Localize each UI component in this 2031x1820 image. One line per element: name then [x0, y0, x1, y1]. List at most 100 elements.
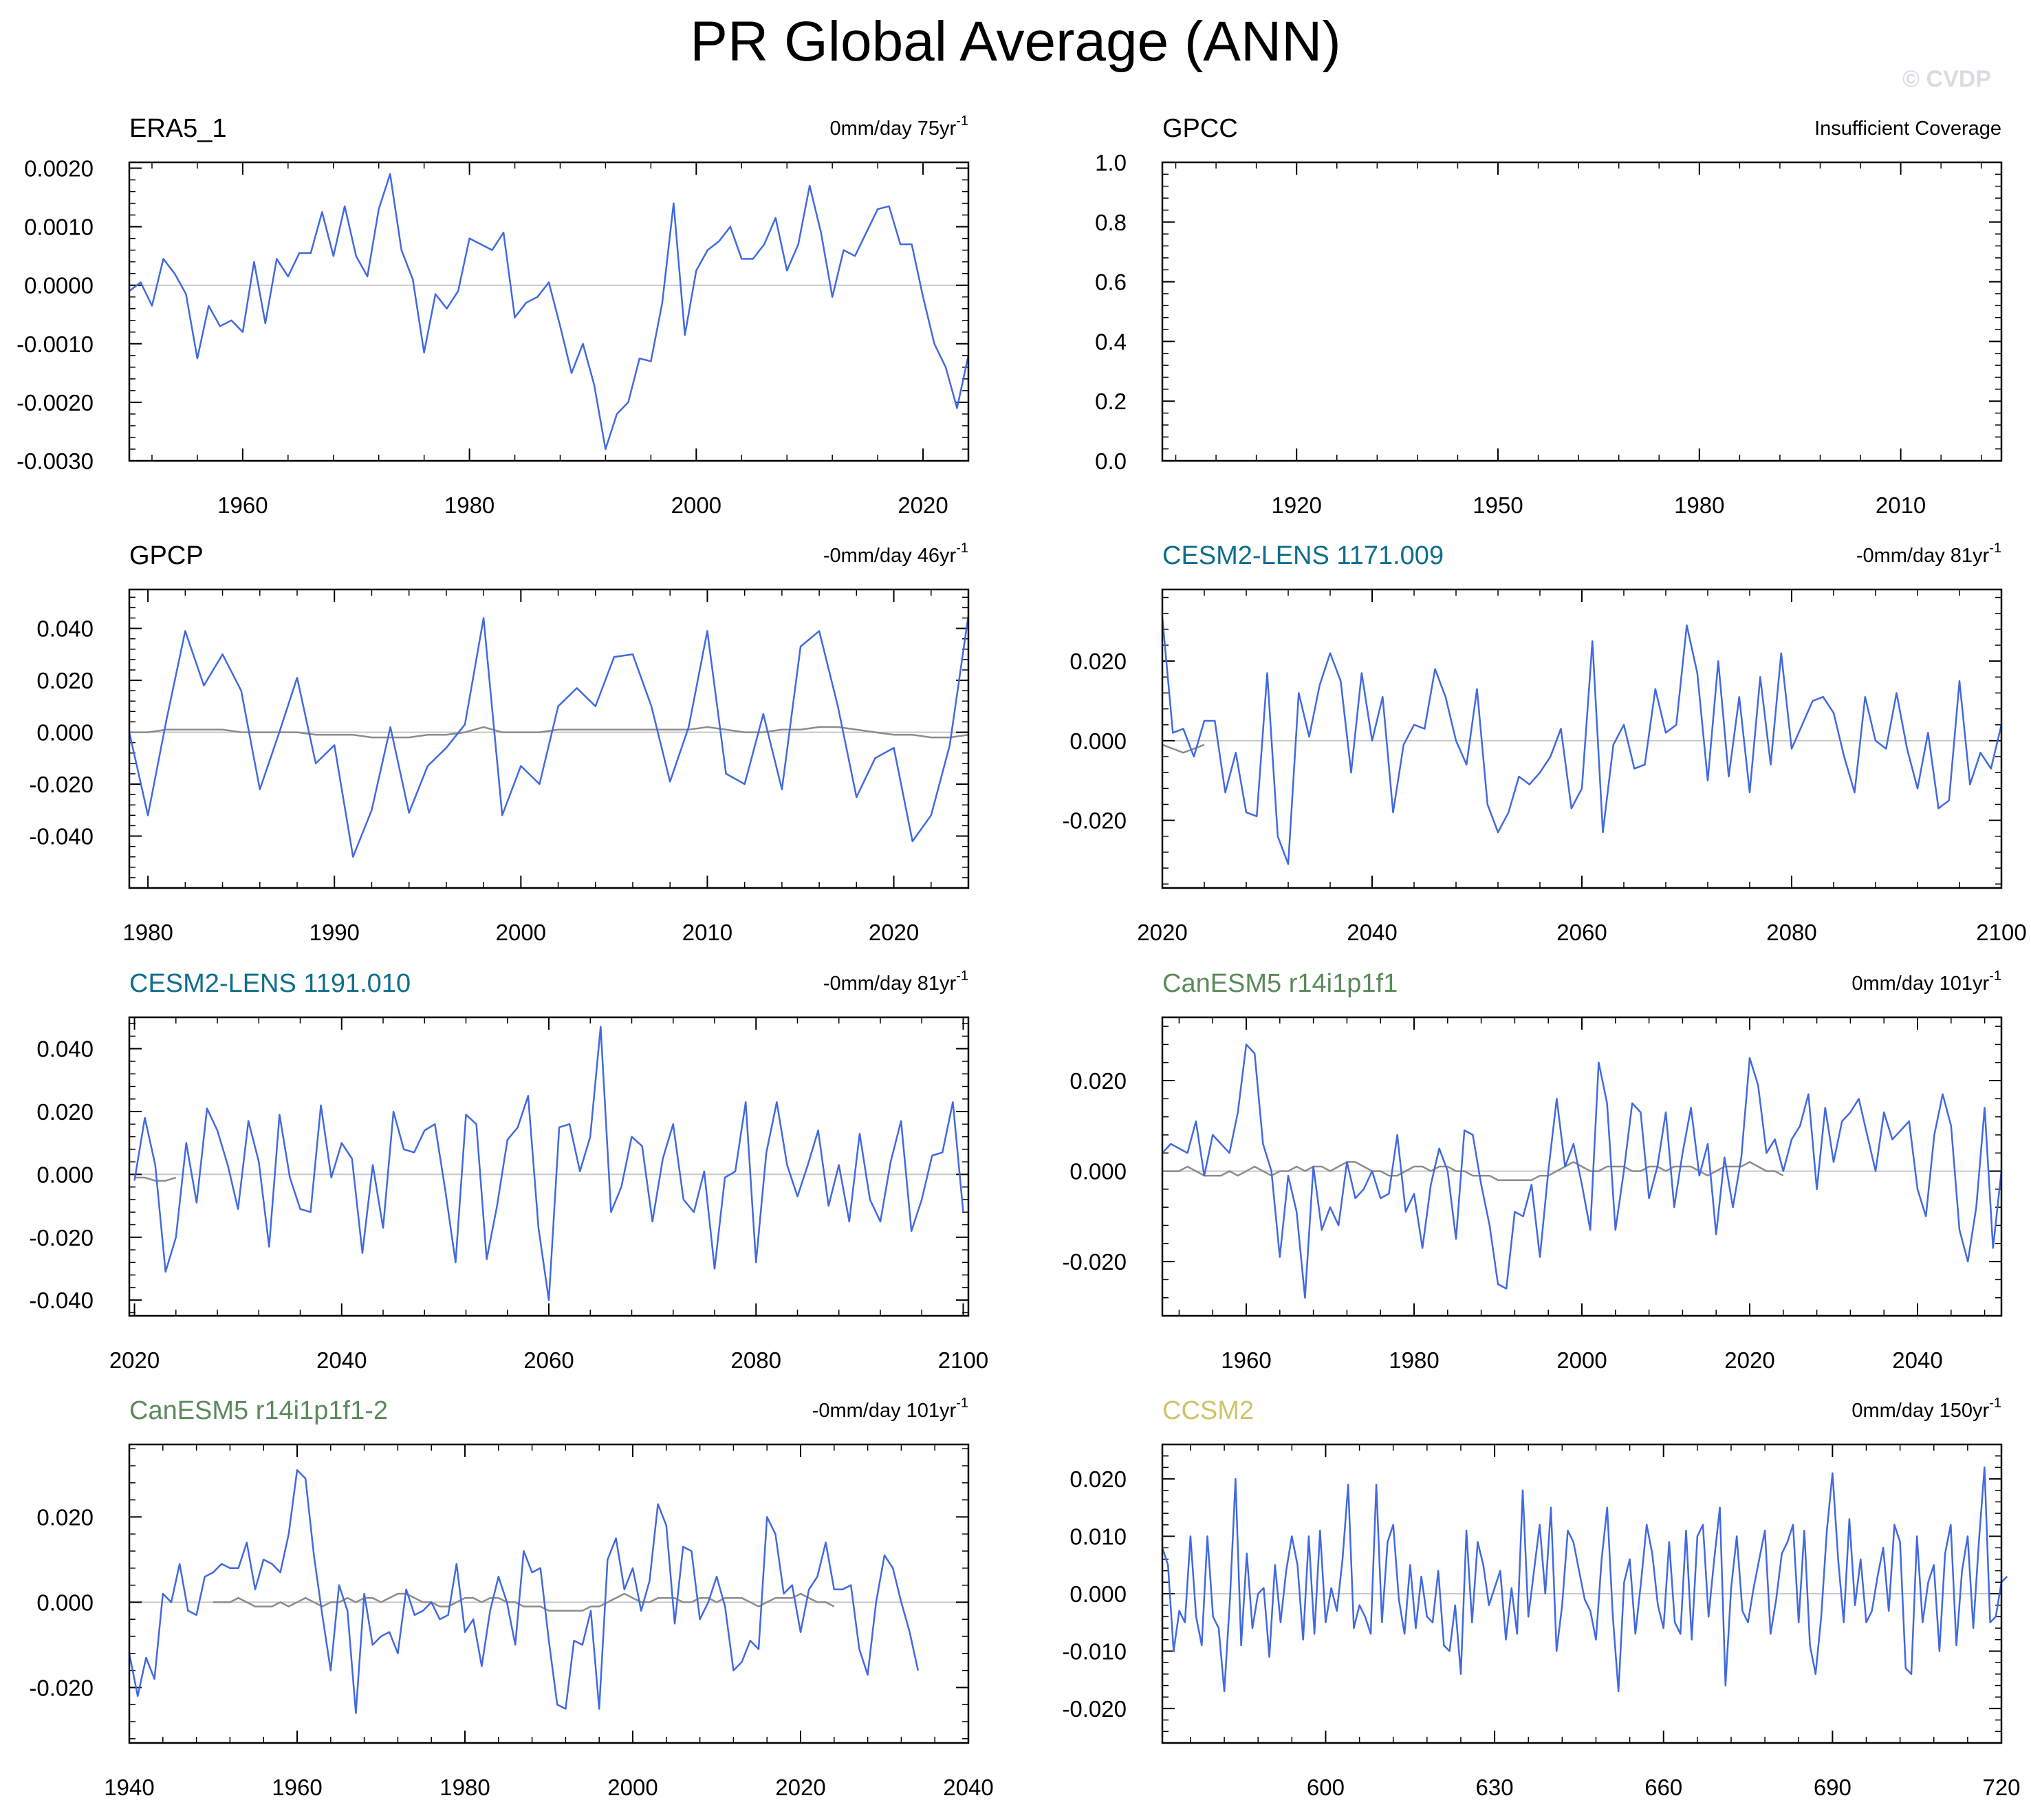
plot-frame — [1161, 161, 2003, 462]
mean-series-line — [1162, 744, 1205, 754]
x-tick-label: 2040 — [1347, 920, 1397, 945]
x-tick-label: 660 — [1644, 1775, 1682, 1800]
page-title: PR Global Average (ANN) — [690, 10, 1341, 73]
trend-exponent: -1 — [1989, 541, 2001, 556]
data-series-line — [1162, 1043, 2003, 1299]
x-tick-label: 1920 — [1271, 492, 1321, 518]
y-tick-label: -0.0010 — [17, 332, 94, 357]
panel-title: CESM2-LENS 1191.010 — [129, 969, 411, 998]
trend-label: -0mm/day 81yr-1 — [823, 968, 968, 995]
y-tick-label: 0.020 — [36, 668, 94, 693]
y-tick-label: -0.040 — [29, 1288, 94, 1313]
y-tick-label: 0.4 — [1095, 329, 1127, 354]
panel-ccsm2: CCSM2 0mm/day 150yr-1 -0.020 -0.010 0.000 0.0… — [1062, 1396, 2020, 1800]
x-tick-label: 2020 — [1724, 1347, 1774, 1373]
data-series-line — [128, 1469, 920, 1714]
x-tick-label: 2010 — [682, 920, 732, 945]
panel-era5: ERA5_1 0mm/day 75yr-1 -0.0030 -0.0020 -0.001… — [17, 113, 970, 518]
panel-title: GPCP — [129, 541, 204, 570]
data-series-line — [128, 615, 970, 858]
x-tick-label: 2100 — [1976, 920, 2026, 945]
plot-frame — [128, 1443, 970, 1744]
x-tick-label: 2040 — [943, 1775, 993, 1800]
y-tick-label: 0.0000 — [24, 273, 94, 299]
trend-value: 0mm/day 75yr — [829, 118, 956, 140]
y-tick-label: 0.000 — [1069, 1159, 1127, 1184]
data-series-line — [1161, 1466, 2008, 1693]
x-tick-label: 1980 — [1389, 1347, 1439, 1373]
y-tick-label: 0.040 — [36, 1037, 94, 1062]
y-tick-label: 0.020 — [1069, 649, 1127, 674]
y-tick-label: 0.040 — [36, 616, 94, 642]
plot-frame — [128, 161, 970, 462]
panel-title: CCSM2 — [1162, 1396, 1254, 1425]
x-tick-label: 2000 — [1556, 1347, 1607, 1373]
data-series-line — [129, 173, 970, 451]
y-tick-label: 0.000 — [36, 720, 94, 746]
plot-frame — [128, 588, 970, 889]
x-tick-label: 2000 — [671, 492, 721, 518]
y-tick-label: 0.0 — [1095, 448, 1127, 474]
trend-exponent: -1 — [956, 113, 968, 129]
y-tick-label: -0.020 — [1062, 808, 1127, 834]
trend-label: -0mm/day 101yr-1 — [812, 1396, 968, 1422]
plot-frame — [1161, 1016, 2003, 1317]
y-tick-label: 0.8 — [1095, 210, 1127, 235]
y-tick-label: 0.000 — [36, 1162, 94, 1187]
x-tick-label: 1960 — [272, 1775, 322, 1800]
trend-exponent: -1 — [956, 968, 968, 984]
trend-value: -0mm/day 81yr — [823, 973, 957, 995]
x-tick-label: 2060 — [1556, 920, 1607, 945]
trend-exponent: -1 — [1989, 1396, 2001, 1411]
y-tick-label: 0.020 — [36, 1504, 94, 1530]
y-tick-label: 0.6 — [1095, 270, 1127, 295]
plot-frame — [128, 1016, 970, 1317]
trend-exponent: -1 — [1989, 968, 2001, 984]
trend-value: Insufficient Coverage — [1814, 118, 2001, 140]
trend-value: 0mm/day 101yr — [1851, 973, 1989, 995]
mean-series-line — [134, 1176, 177, 1182]
x-tick-label: 2020 — [1137, 920, 1187, 945]
trend-exponent: -1 — [956, 1396, 968, 1411]
x-tick-label: 2060 — [523, 1347, 574, 1373]
y-tick-label: 0.010 — [1069, 1524, 1127, 1550]
y-tick-label: -0.020 — [29, 772, 94, 797]
x-tick-label: 690 — [1814, 1775, 1851, 1800]
x-tick-label: 2020 — [869, 920, 919, 945]
x-tick-label: 1960 — [217, 492, 268, 518]
mean-series-line — [129, 726, 969, 739]
x-tick-label: 2000 — [496, 920, 546, 945]
trend-value: -0mm/day 101yr — [812, 1400, 957, 1422]
panel-title: CanESM5 r14i1p1f1-2 — [129, 1396, 388, 1425]
y-tick-label: -0.020 — [1062, 1249, 1127, 1275]
x-tick-label: 2020 — [898, 492, 948, 518]
y-tick-label: 0.0020 — [24, 156, 94, 182]
panel-cesm2-010: CESM2-LENS 1191.010 -0mm/day 81yr-1 -0.040… — [29, 968, 988, 1373]
trend-value: -0mm/day 81yr — [1856, 545, 1990, 567]
panel-cesm2-009: CESM2-LENS 1171.009 -0mm/day 81yr-1 -0.020… — [1062, 541, 2026, 945]
y-tick-label: 0.020 — [1069, 1466, 1127, 1492]
y-tick-label: -0.0020 — [17, 390, 94, 415]
trend-label: 0mm/day 75yr-1 — [829, 113, 968, 140]
y-tick-label: 0.020 — [36, 1099, 94, 1125]
y-tick-label: 0.000 — [1069, 728, 1127, 754]
data-series-line — [1161, 617, 2003, 865]
y-tick-label: 0.0010 — [24, 215, 94, 240]
trend-label: -0mm/day 46yr-1 — [823, 541, 968, 567]
x-tick-label: 1990 — [309, 920, 360, 945]
x-tick-label: 1950 — [1473, 492, 1523, 518]
x-tick-label: 1940 — [104, 1775, 154, 1800]
x-tick-label: 1980 — [1674, 492, 1724, 518]
plot-frame — [1161, 1443, 2003, 1744]
x-tick-label: 2040 — [1892, 1347, 1942, 1373]
x-tick-label: 2020 — [109, 1347, 160, 1373]
panel-gpcc: GPCC Insufficient Coverage 0.0 0.2 0.4 0.6 0.8… — [1095, 114, 2003, 518]
x-tick-label: 720 — [1982, 1775, 2020, 1800]
y-tick-label: 0.020 — [1069, 1068, 1127, 1094]
panel-canesm5-2: CanESM5 r14i1p1f1-2 -0mm/day 101yr-1 -0.02… — [29, 1396, 993, 1800]
panel-canesm5: CanESM5 r14i1p1f1 0mm/day 101yr-1 -0.020 0.… — [1062, 968, 2003, 1373]
trend-label: -0mm/day 81yr-1 — [1856, 541, 2001, 567]
x-tick-label: 630 — [1476, 1775, 1514, 1800]
x-tick-label: 1980 — [444, 492, 495, 518]
